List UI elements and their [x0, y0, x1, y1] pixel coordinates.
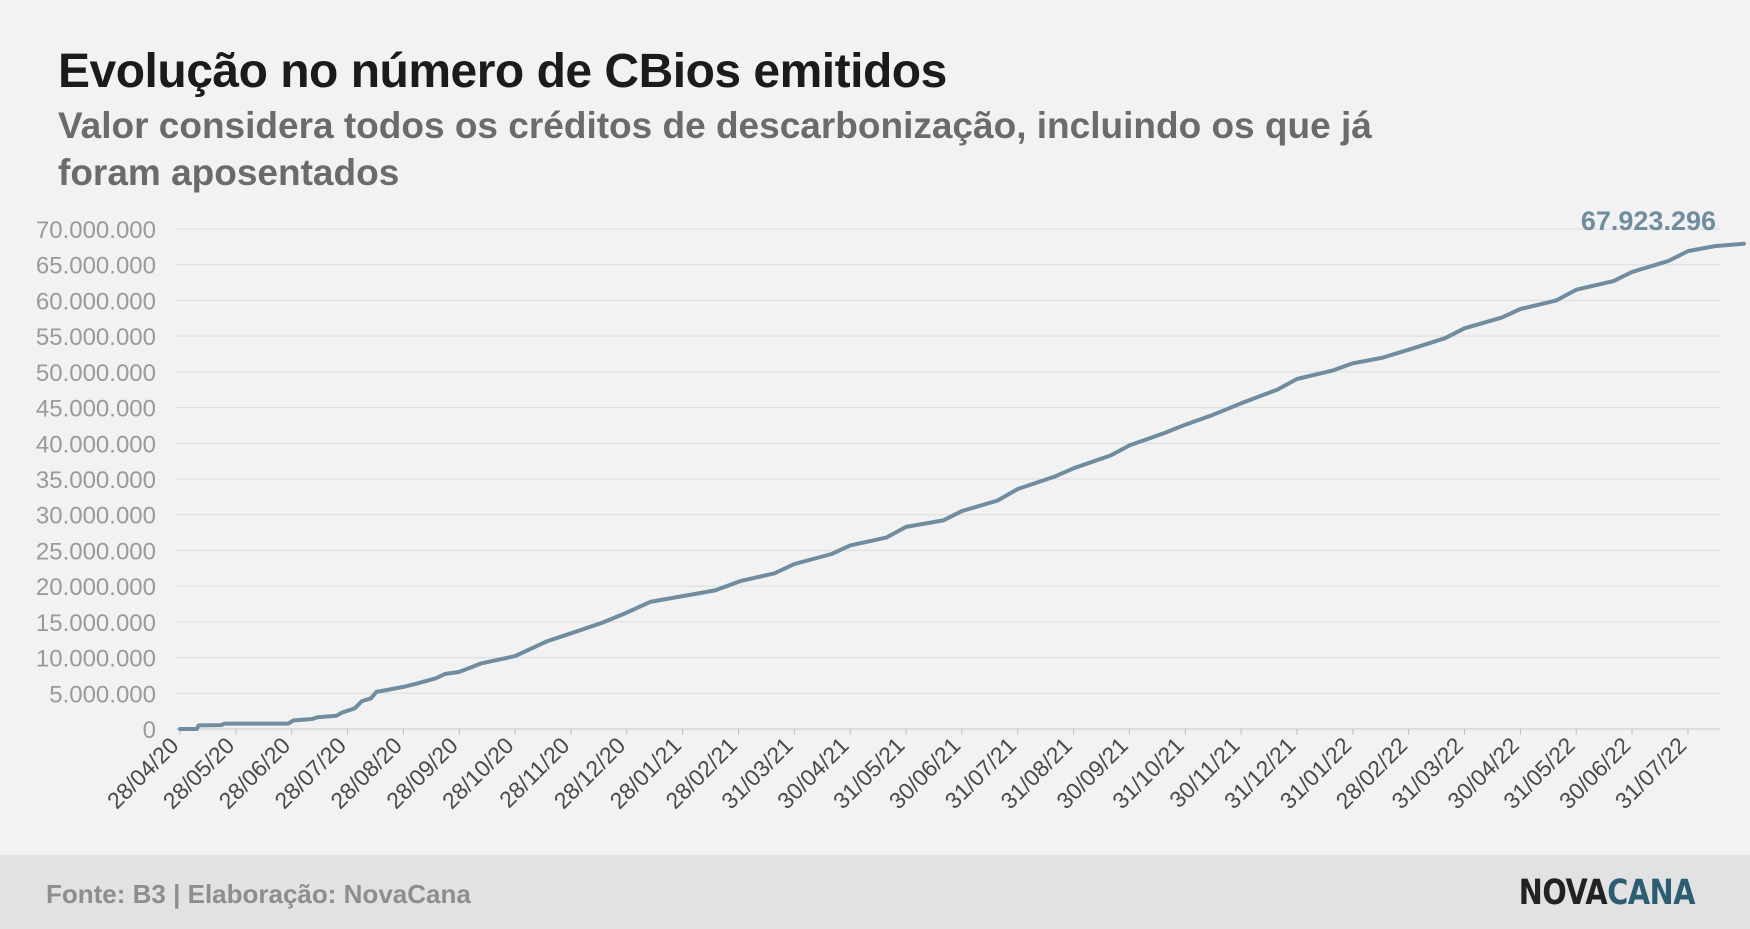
source-credit: Fonte: B3 | Elaboração: NovaCana [46, 879, 471, 909]
y-tick-label: 70.000.000 [36, 217, 156, 244]
novacana-logo: NOVACANA [1518, 873, 1696, 913]
logo-text-nova: NOVA [1518, 873, 1608, 913]
chart-subtitle: Valor considera todos os créditos de des… [58, 105, 1372, 193]
y-tick-label: 0 [143, 717, 156, 744]
series-line [178, 241, 1746, 731]
logo-text-cana: CANA [1607, 873, 1695, 913]
line-chart: 0 5.000.000 10.000.000 15.000.000 20.000.000… [36, 206, 1746, 814]
y-tick-label: 60.000.000 [36, 288, 156, 315]
y-tick-label: 45.000.000 [36, 396, 156, 423]
y-tick-label: 55.000.000 [36, 324, 156, 351]
y-tick-label: 40.000.000 [36, 431, 156, 458]
y-tick-label: 50.000.000 [36, 360, 156, 387]
series-area [178, 241, 1746, 731]
y-tick-label: 15.000.000 [36, 610, 156, 637]
y-tick-label: 35.000.000 [36, 467, 156, 494]
y-tick-label: 30.000.000 [36, 503, 156, 530]
y-axis-ticks: 0 5.000.000 10.000.000 15.000.000 20.000.000… [36, 217, 156, 744]
y-tick-label: 20.000.000 [36, 574, 156, 601]
grid-lines [176, 228, 1720, 694]
y-tick-label: 10.000.000 [36, 646, 156, 673]
y-tick-label: 65.000.000 [36, 253, 156, 280]
footer-bar: Fonte: B3 | Elaboração: NovaCana NOVACAN… [0, 855, 1750, 929]
y-tick-label: 5.000.000 [49, 681, 156, 708]
chart-title: Evolução no número de CBios emitidos [58, 45, 947, 98]
x-axis: 28/04/2028/05/2028/06/2028/07/2028/08/20… [102, 728, 1720, 814]
y-tick-label: 25.000.000 [36, 538, 156, 565]
end-value-label: 67.923.296 [1581, 206, 1716, 236]
